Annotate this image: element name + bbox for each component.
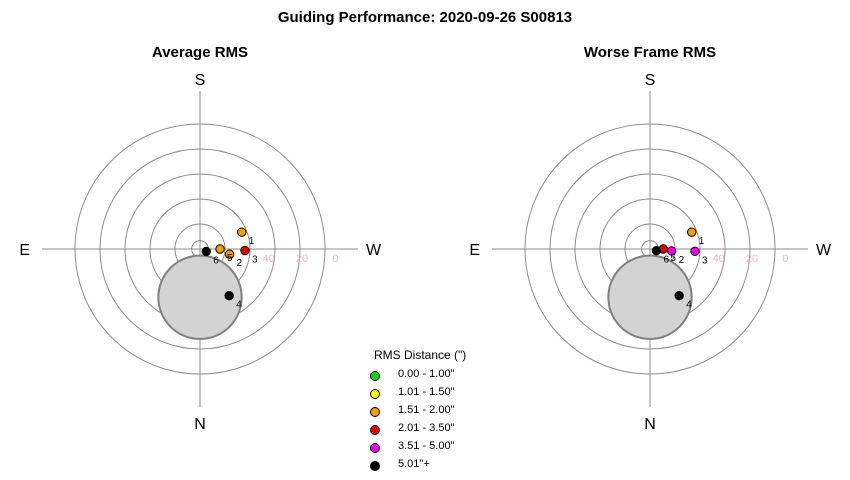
radial-tick-label: 20 <box>746 253 758 265</box>
direction-label: S <box>195 72 206 89</box>
point-label: 6 <box>663 255 669 266</box>
point-label: 6 <box>213 255 219 266</box>
legend-dot <box>370 407 380 417</box>
data-point <box>201 246 211 257</box>
polar-chart-worse-frame-rms: Worse Frame RMS 40 20 0 S N E W 1 2 3 4 5 6 <box>469 44 832 444</box>
point-label: 4 <box>686 300 692 311</box>
legend-dot <box>370 461 380 471</box>
polar-chart-average-rms: Average RMS 40 20 0 S N E W 1 2 3 4 5 6 <box>19 44 382 444</box>
direction-label: W <box>816 242 832 259</box>
polar-plot: 40 20 0 S N E W 12 3 4 56 <box>19 72 382 433</box>
legend-label: 0.00 - 1.00" <box>398 368 455 380</box>
legend-title: RMS Distance (") <box>374 348 467 362</box>
panel-title: Worse Frame RMS <box>583 44 717 61</box>
point-label: 1 <box>249 236 255 247</box>
direction-label: W <box>366 242 382 259</box>
legend-dot <box>370 443 380 453</box>
data-point <box>224 249 235 259</box>
chart-title: Guiding Performance: 2020-09-26 S00813 <box>277 9 573 26</box>
radial-tick-label: 20 <box>296 253 308 265</box>
legend: RMS Distance (") 0.00 - 1.00" 1.01 - 1.5… <box>370 348 510 474</box>
legend-dot <box>370 425 380 435</box>
point-label: 2 <box>679 255 685 266</box>
data-point <box>651 246 662 256</box>
data-point <box>224 290 234 301</box>
radial-tick-label: 40 <box>263 253 275 265</box>
radial-tick-label: 40 <box>713 253 725 265</box>
shaded-region <box>157 254 243 340</box>
direction-label: N <box>644 416 656 433</box>
polar-plot: 40 20 0 S N E W 1 2 3 4 56 <box>469 72 832 433</box>
legend-label: 1.51 - 2.00" <box>398 404 455 416</box>
point-label: 4 <box>236 300 242 311</box>
legend-dot <box>370 371 380 381</box>
direction-label: E <box>469 242 480 259</box>
radial-tick-label: 0 <box>782 253 788 265</box>
legend-label: 1.01 - 1.50" <box>398 386 455 398</box>
data-point <box>690 246 700 257</box>
point-label: 1 <box>699 236 705 247</box>
legend-label: 5.01"+ <box>398 458 430 470</box>
data-point <box>237 227 247 237</box>
direction-label: E <box>19 242 30 259</box>
data-point <box>674 290 684 301</box>
point-label: 3 <box>252 255 258 266</box>
point-label: 2 <box>237 258 243 269</box>
panel-title: Average RMS <box>151 44 249 61</box>
legend-dot <box>370 389 380 399</box>
direction-label: N <box>194 416 206 433</box>
point-label: 3 <box>702 255 708 266</box>
radial-tick-label: 0 <box>332 253 338 265</box>
direction-label: S <box>645 72 656 89</box>
data-point <box>687 227 697 237</box>
legend-label: 3.51 - 5.00" <box>398 440 455 452</box>
data-point <box>240 245 250 256</box>
legend-label: 2.01 - 3.50" <box>398 422 455 434</box>
point-label: 5 <box>670 253 676 264</box>
shaded-region <box>607 254 693 340</box>
point-label: 5 <box>227 253 233 264</box>
data-point <box>215 244 225 254</box>
